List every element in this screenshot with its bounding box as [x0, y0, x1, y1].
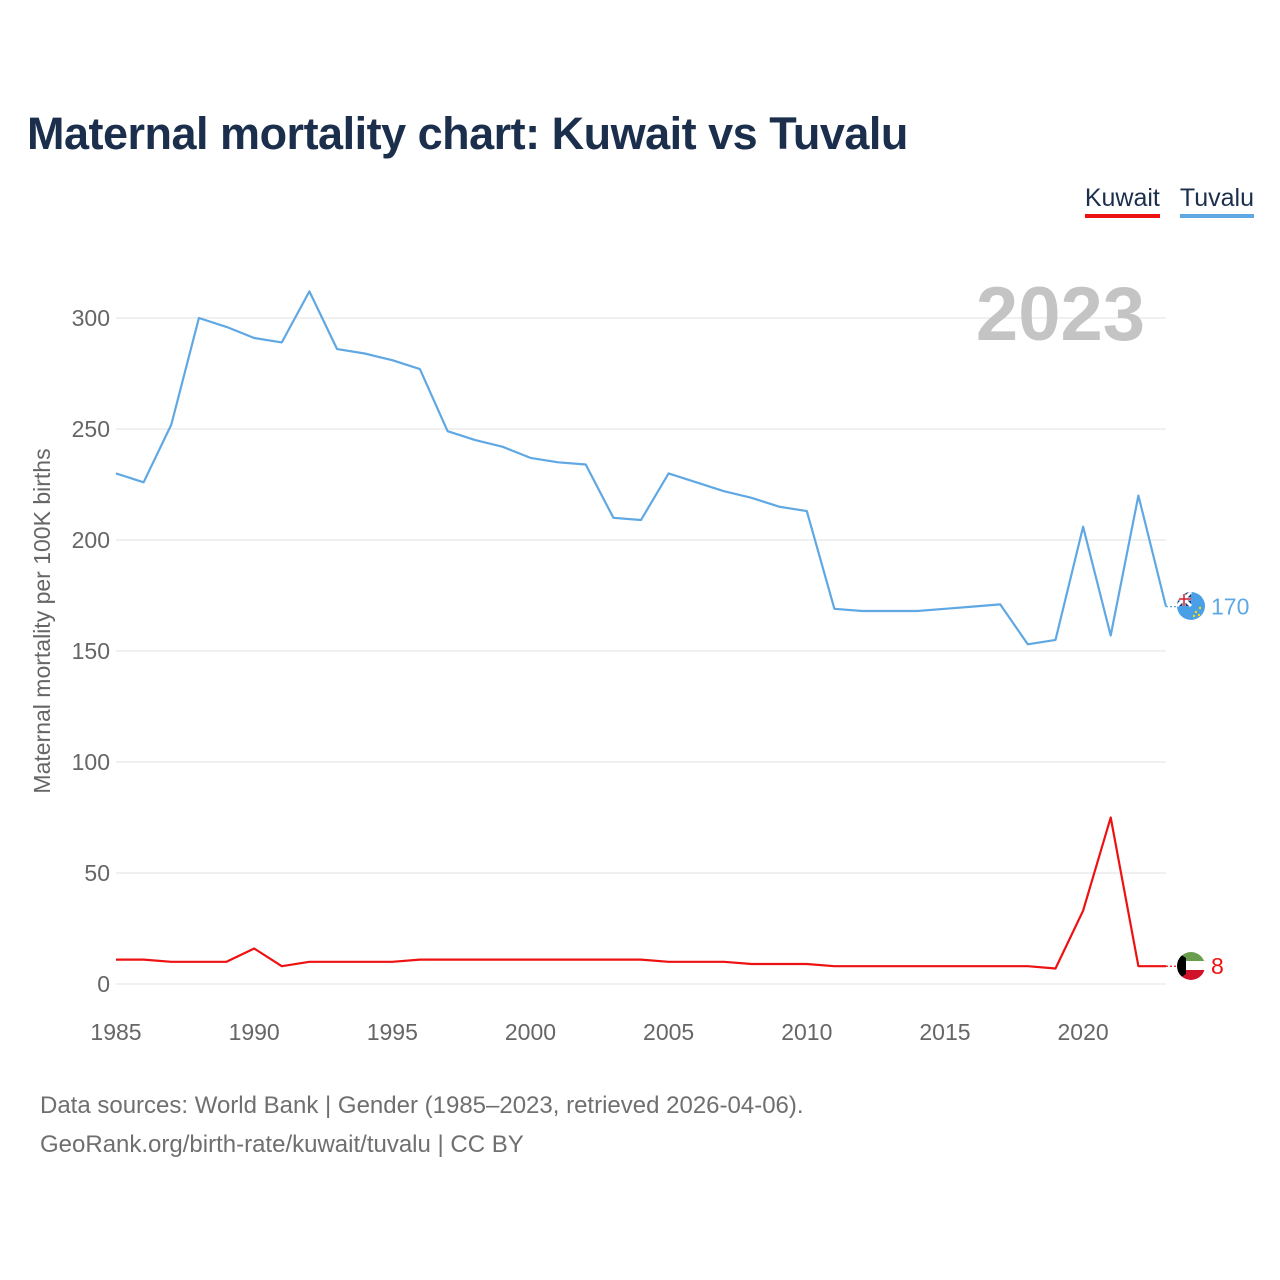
- y-axis-label: Maternal mortality per 100K births: [29, 448, 55, 793]
- footer-link[interactable]: GeoRank.org/birth-rate/kuwait/tuvalu | C…: [40, 1131, 524, 1158]
- x-tick-label: 1995: [367, 1019, 418, 1045]
- x-tick-label: 2005: [643, 1019, 694, 1045]
- y-tick-label: 50: [84, 860, 110, 886]
- y-tick-label: 200: [72, 527, 110, 553]
- gridlines: [116, 317, 1166, 985]
- kuwait-flag-icon: [1177, 952, 1205, 980]
- x-tick-label: 2020: [1058, 1019, 1109, 1045]
- y-axis-ticks: 0 50 100 150 200 250 300: [72, 305, 110, 997]
- x-tick-label: 2015: [919, 1019, 970, 1045]
- footer: Data sources: World Bank | Gender (1985–…: [40, 1086, 804, 1164]
- legend-item-kuwait[interactable]: Kuwait: [1084, 184, 1160, 218]
- legend-item-tuvalu[interactable]: Tuvalu: [1179, 184, 1254, 218]
- series-line-tuvalu: [115, 290, 1168, 646]
- chart-title: Maternal mortality chart: Kuwait vs Tuva…: [27, 108, 908, 159]
- tuvalu-flag-icon: [1177, 592, 1205, 620]
- y-tick-label: 250: [72, 416, 110, 442]
- y-tick-label: 0: [97, 971, 110, 997]
- x-tick-label: 2010: [781, 1019, 832, 1045]
- x-tick-label: 2000: [505, 1019, 556, 1045]
- y-tick-label: 300: [72, 305, 110, 331]
- year-watermark: 2023: [976, 272, 1145, 357]
- x-axis-ticks: 1985 1990 1995 2000 2005 2010 2015 2020: [90, 1019, 1108, 1045]
- x-tick-label: 1990: [229, 1019, 280, 1045]
- footer-sources: Data sources: World Bank | Gender (1985–…: [40, 1092, 804, 1119]
- y-tick-label: 100: [72, 749, 110, 775]
- x-tick-label: 1985: [90, 1019, 141, 1045]
- series-lines: [115, 290, 1177, 970]
- series-line-kuwait: [116, 816, 1166, 970]
- legend: Kuwait Tuvalu: [1084, 184, 1254, 218]
- end-labels: 8 170: [1211, 594, 1249, 980]
- y-tick-label: 150: [72, 638, 110, 664]
- end-label-kuwait: 8: [1211, 953, 1224, 979]
- end-label-tuvalu: 170: [1211, 594, 1249, 620]
